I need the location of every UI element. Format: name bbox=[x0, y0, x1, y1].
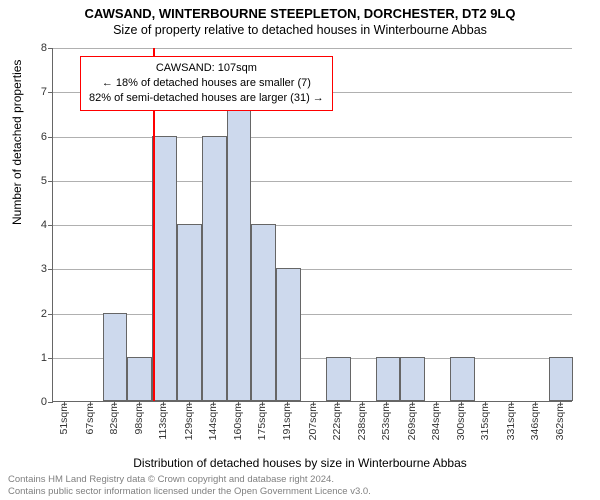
xtick-label: 269sqm bbox=[406, 403, 418, 440]
ytick-mark bbox=[48, 269, 53, 270]
histogram-bar bbox=[251, 224, 276, 401]
ytick-label: 7 bbox=[41, 86, 47, 98]
histogram-bar bbox=[549, 357, 573, 401]
histogram-bar bbox=[152, 136, 177, 402]
xtick-label: 207sqm bbox=[307, 403, 319, 440]
ytick-label: 3 bbox=[41, 263, 47, 275]
gridline bbox=[53, 269, 572, 270]
xtick-label: 253sqm bbox=[380, 403, 392, 440]
histogram-bar bbox=[450, 357, 475, 401]
ytick-label: 6 bbox=[41, 131, 47, 143]
annotation-line-2: ← 18% of detached houses are smaller (7) bbox=[89, 76, 324, 91]
ytick-mark bbox=[48, 92, 53, 93]
xtick-label: 315sqm bbox=[479, 403, 491, 440]
xtick-label: 238sqm bbox=[356, 403, 368, 440]
xtick-label: 82sqm bbox=[108, 403, 120, 435]
histogram-bar bbox=[227, 91, 252, 401]
ytick-mark bbox=[48, 137, 53, 138]
xtick-label: 362sqm bbox=[554, 403, 566, 440]
histogram-bar bbox=[127, 357, 152, 401]
xtick-label: 222sqm bbox=[331, 403, 343, 440]
ytick-label: 4 bbox=[41, 219, 47, 231]
annotation-line-1: CAWSAND: 107sqm bbox=[89, 61, 324, 76]
histogram-bar bbox=[400, 357, 425, 401]
gridline bbox=[53, 137, 572, 138]
ytick-mark bbox=[48, 314, 53, 315]
annotation-box: CAWSAND: 107sqm ← 18% of detached houses… bbox=[80, 56, 333, 111]
gridline bbox=[53, 48, 572, 49]
ytick-mark bbox=[48, 402, 53, 403]
xtick-label: 144sqm bbox=[207, 403, 219, 440]
y-axis-label: Number of detached properties bbox=[10, 60, 24, 225]
footer-copyright: Contains HM Land Registry data © Crown c… bbox=[8, 474, 371, 498]
gridline bbox=[53, 314, 572, 315]
xtick-label: 113sqm bbox=[157, 403, 169, 440]
chart-area: 01234567851sqm67sqm82sqm98sqm113sqm129sq… bbox=[52, 48, 572, 402]
ytick-mark bbox=[48, 358, 53, 359]
footer-line-1: Contains HM Land Registry data © Crown c… bbox=[8, 474, 371, 486]
xtick-label: 129sqm bbox=[183, 403, 195, 440]
xtick-label: 284sqm bbox=[430, 403, 442, 440]
xtick-label: 191sqm bbox=[281, 403, 293, 440]
ytick-mark bbox=[48, 225, 53, 226]
gridline bbox=[53, 225, 572, 226]
xtick-label: 300sqm bbox=[455, 403, 467, 440]
xtick-label: 98sqm bbox=[133, 403, 145, 435]
ytick-label: 5 bbox=[41, 175, 47, 187]
histogram-bar bbox=[177, 224, 202, 401]
x-axis-label: Distribution of detached houses by size … bbox=[0, 456, 600, 470]
ytick-label: 8 bbox=[41, 42, 47, 54]
annotation-line-3: 82% of semi-detached houses are larger (… bbox=[89, 91, 324, 106]
histogram-bar bbox=[376, 357, 401, 401]
ytick-label: 2 bbox=[41, 308, 47, 320]
xtick-label: 160sqm bbox=[232, 403, 244, 440]
xtick-label: 331sqm bbox=[505, 403, 517, 440]
gridline bbox=[53, 181, 572, 182]
histogram-bar bbox=[103, 313, 128, 402]
xtick-label: 67sqm bbox=[84, 403, 96, 435]
chart-title: CAWSAND, WINTERBOURNE STEEPLETON, DORCHE… bbox=[0, 0, 600, 21]
ytick-mark bbox=[48, 181, 53, 182]
xtick-label: 346sqm bbox=[529, 403, 541, 440]
xtick-label: 51sqm bbox=[58, 403, 70, 435]
histogram-bar bbox=[202, 136, 227, 402]
ytick-label: 1 bbox=[41, 352, 47, 364]
ytick-mark bbox=[48, 48, 53, 49]
chart-subtitle: Size of property relative to detached ho… bbox=[0, 21, 600, 37]
xtick-label: 175sqm bbox=[256, 403, 268, 440]
ytick-label: 0 bbox=[41, 396, 47, 408]
histogram-bar bbox=[326, 357, 351, 401]
footer-line-2: Contains public sector information licen… bbox=[8, 486, 371, 498]
histogram-bar bbox=[276, 268, 301, 401]
